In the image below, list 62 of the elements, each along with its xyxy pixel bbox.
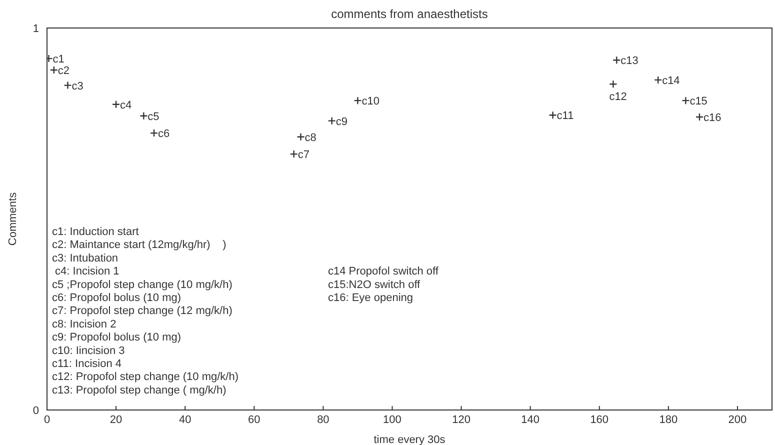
data-label: c12 bbox=[609, 91, 627, 104]
point bbox=[290, 150, 298, 158]
annotation: c7: Propofol step change (12 mg/k/h) bbox=[52, 305, 232, 318]
x-tick-label: 20 bbox=[110, 414, 122, 426]
point bbox=[654, 76, 662, 84]
x-tick-label: 100 bbox=[383, 414, 402, 426]
x-tick-label: 0 bbox=[44, 414, 50, 426]
data-label: c14 bbox=[662, 74, 680, 87]
x-tick-label: 80 bbox=[317, 414, 330, 426]
annotation: c11: Incision 4 bbox=[52, 358, 122, 370]
point bbox=[609, 80, 618, 88]
annotation: c13: Propofol step change ( mg/k/h) bbox=[52, 384, 226, 396]
annotation: c2: Maintance start (12mg/kg/hr) ) bbox=[52, 239, 226, 252]
annotation: c9: Propofol bolus (10 mg) bbox=[52, 332, 182, 344]
x-tick-label: 200 bbox=[728, 414, 747, 426]
data-label: c10 bbox=[362, 96, 380, 108]
annotation: c14 Propofol switch off bbox=[328, 266, 440, 278]
data-label: c4 bbox=[120, 99, 132, 112]
data-label: c8 bbox=[304, 132, 316, 144]
x-tick-label: 180 bbox=[659, 414, 678, 426]
point bbox=[682, 96, 690, 105]
point bbox=[112, 100, 120, 108]
annotation: c3: Intubation bbox=[52, 252, 118, 264]
data-label: c11 bbox=[556, 110, 574, 122]
x-tick-label: 140 bbox=[521, 414, 540, 426]
x-tick-label: 40 bbox=[178, 414, 192, 426]
data-label: c3 bbox=[72, 80, 84, 92]
x-tick-label: 60 bbox=[248, 414, 260, 426]
point bbox=[296, 132, 305, 141]
point bbox=[695, 112, 704, 122]
point bbox=[328, 116, 336, 125]
data-label: c6 bbox=[158, 128, 170, 140]
data-label: c7 bbox=[298, 149, 310, 162]
data-label: c5 bbox=[148, 110, 160, 123]
annotation: c5 ;Propofol step change (10 mg/k/h) bbox=[52, 278, 232, 291]
x-tick-label: 160 bbox=[590, 414, 609, 426]
annotation: c12: Propofol step change (10 mg/k/h) bbox=[52, 371, 238, 384]
chart-title: comments from anaesthetists bbox=[331, 7, 488, 21]
annotation: c1: Induction start bbox=[52, 226, 139, 238]
point bbox=[354, 96, 362, 105]
y-axis-title: Comments bbox=[6, 192, 19, 246]
annotation: c10: Iincision 3 bbox=[52, 344, 125, 357]
x-tick-label: 120 bbox=[452, 414, 470, 426]
annotation: c16: Eye opening bbox=[328, 292, 414, 304]
point bbox=[140, 112, 148, 120]
data-label: c1 bbox=[52, 54, 64, 66]
annotation: c8: Incision 2 bbox=[52, 318, 116, 330]
annotation: c6: Propofol bolus (10 mg) bbox=[52, 292, 182, 304]
point bbox=[64, 81, 72, 90]
annotation: c4: Incision 1 bbox=[52, 266, 120, 278]
point bbox=[612, 56, 621, 64]
x-axis-title: time every 30s bbox=[374, 434, 446, 445]
y-tick-label: 1 bbox=[32, 22, 39, 35]
point bbox=[150, 128, 158, 138]
annotation: c15:N2O switch off bbox=[328, 278, 422, 291]
data-label: c15 bbox=[690, 96, 708, 108]
data-label: c2 bbox=[58, 65, 70, 78]
data-label: c13 bbox=[620, 55, 638, 68]
point bbox=[50, 66, 58, 74]
point bbox=[548, 110, 557, 120]
data-label: c16 bbox=[704, 112, 722, 124]
data-label: c9 bbox=[336, 116, 348, 128]
